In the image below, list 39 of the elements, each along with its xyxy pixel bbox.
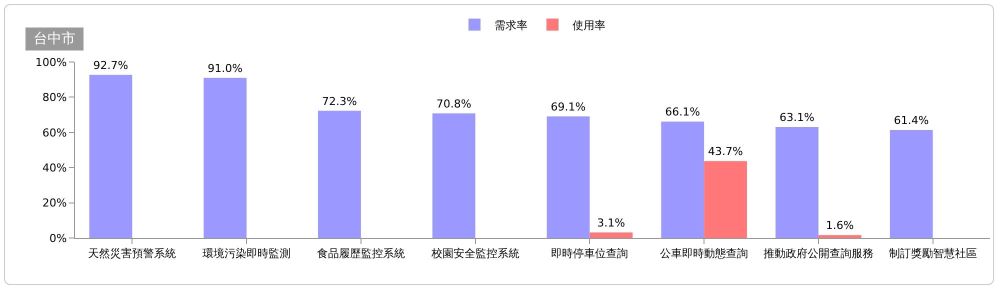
x-tick-label: 即時停車位查詢 — [551, 247, 628, 260]
bar — [89, 74, 132, 238]
bar — [204, 78, 247, 238]
x-tick-label: 制訂獎勵智慧社區 — [888, 247, 977, 260]
y-tick-label: 60% — [42, 126, 67, 140]
data-label: 63.1% — [780, 110, 814, 124]
data-label: 92.7% — [93, 58, 128, 72]
data-label: 61.4% — [894, 114, 929, 127]
data-label: 66.1% — [665, 106, 700, 119]
y-tick-label: 40% — [42, 161, 67, 174]
y-tick-label: 100% — [35, 56, 67, 69]
data-label: 72.3% — [322, 94, 357, 108]
y-tick-label: 80% — [42, 91, 67, 104]
x-tick-label: 推動政府公開查詢服務 — [763, 247, 874, 260]
x-tick-label: 公車即時動態查詢 — [660, 247, 748, 260]
bar — [818, 235, 862, 238]
data-label: 43.7% — [708, 145, 743, 158]
chart-title: 台中市 — [29, 31, 80, 47]
y-tick-label: 20% — [42, 196, 67, 210]
data-label: 91.0% — [208, 62, 243, 75]
bar — [432, 113, 476, 238]
data-label: 70.8% — [436, 97, 472, 110]
x-tick-label: 食品履歷監控系統 — [316, 247, 405, 260]
bar — [590, 232, 633, 238]
legend-label: 使用率 — [572, 18, 606, 32]
bar — [661, 122, 704, 238]
bar — [546, 116, 590, 238]
x-tick-label: 天然災害預警系統 — [88, 247, 176, 260]
legend-label: 需求率 — [494, 18, 528, 32]
y-tick-label: 0% — [49, 232, 67, 245]
x-tick-label: 校園安全監控系統 — [430, 247, 520, 260]
bar — [704, 161, 747, 238]
bar — [776, 126, 818, 238]
data-label: 3.1% — [597, 216, 626, 230]
x-tick-label: 環境污染即時監測 — [202, 247, 291, 260]
bar — [890, 130, 933, 238]
bar — [318, 110, 361, 238]
data-label: 1.6% — [826, 219, 854, 232]
data-label: 69.1% — [550, 100, 586, 114]
